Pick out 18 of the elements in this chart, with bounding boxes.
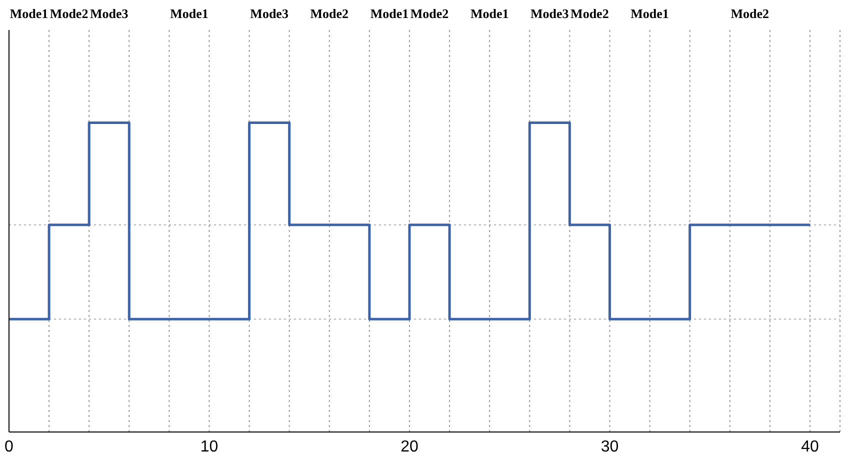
x-tick-label: 0 xyxy=(4,438,14,456)
text: Mode3 xyxy=(530,6,570,21)
text: Mode1 xyxy=(10,6,48,21)
text: Mode3 xyxy=(250,6,289,21)
text: Mode2 xyxy=(310,6,349,21)
text: Mode1 xyxy=(630,6,669,21)
x-tick-label: 40 xyxy=(801,438,819,456)
text: Mode1 xyxy=(170,6,208,21)
text: Mode2 xyxy=(730,6,770,21)
x-tick-label: 30 xyxy=(600,438,619,456)
text: Mode3 xyxy=(90,6,129,21)
text: Mode2 xyxy=(410,6,449,21)
text: Mode2 xyxy=(570,6,609,21)
text: Mode1 xyxy=(470,6,509,21)
x-tick-label: 20 xyxy=(400,438,418,456)
text: Mode1 xyxy=(370,6,409,21)
x-tick-label: 10 xyxy=(200,438,218,456)
text: Mode2 xyxy=(50,6,88,21)
